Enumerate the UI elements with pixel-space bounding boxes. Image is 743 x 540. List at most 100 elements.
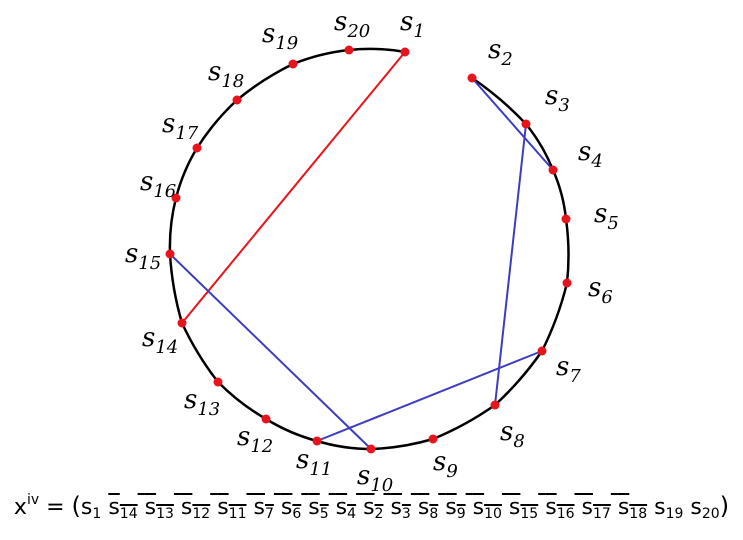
node-dot-s15: [165, 249, 175, 259]
formula-term-base: s: [545, 495, 557, 520]
formula-term-base: s: [308, 495, 320, 520]
node-label-s9: s9: [433, 447, 458, 482]
edge-s2-s4: [471, 77, 554, 171]
permutation-formula: xiv = (s1 s14 s13 s12 s11 s7 s6 s5 s4 s2…: [0, 492, 743, 522]
formula-term-sub: 20: [701, 506, 720, 522]
formula-term-s11: s11: [217, 495, 247, 522]
formula-term-base: s: [80, 495, 93, 520]
formula-term-s13: s13: [144, 495, 174, 522]
node-label-s19: s19: [262, 19, 298, 54]
formula-term-base: s: [253, 495, 265, 520]
node-dot-s2: [467, 73, 477, 83]
formula-term-base: s: [417, 495, 430, 520]
node-label-s3: s3: [545, 81, 570, 116]
node-dot-s11: [312, 436, 322, 446]
node-label-s13: s13: [184, 385, 220, 420]
formula-term-base: s: [581, 495, 593, 520]
formula-term-s6: s6: [280, 495, 302, 522]
formula-term-base: s: [390, 495, 402, 520]
formula-term-sub: 18: [629, 506, 648, 522]
formula-term-s8: s8: [417, 495, 438, 522]
node-dot-s14: [177, 318, 187, 328]
formula-term-s18: s18: [617, 495, 648, 522]
formula-term-s16: s16: [545, 495, 574, 522]
formula-term-sub: 13: [156, 506, 174, 522]
formula-lhs-sup: iv: [26, 492, 40, 508]
formula-term-base: s: [335, 495, 348, 520]
node-dot-s9: [428, 434, 438, 444]
formula-term-s5: s5: [308, 495, 329, 522]
node-label-s7: s7: [556, 352, 581, 387]
node-label-s18: s18: [208, 57, 244, 92]
formula-term-sub: 7: [264, 506, 274, 522]
formula-term-s7: s7: [253, 495, 274, 522]
node-dot-s6: [562, 278, 572, 288]
node-dot-s19: [288, 59, 298, 69]
node-dot-s17: [192, 143, 202, 153]
node-label-s11: s11: [296, 445, 332, 480]
formula-close-paren: ): [719, 492, 730, 520]
node-dot-s16: [171, 193, 181, 203]
node-label-s12: s12: [237, 422, 273, 457]
formula-term-sub: 9: [456, 506, 466, 522]
node-dot-s3: [521, 119, 531, 129]
formula-open-paren: (: [71, 492, 81, 520]
formula-term-s2: s2: [363, 495, 384, 522]
node-dot-s20: [344, 45, 354, 55]
formula-term-base: s: [280, 495, 293, 520]
node-dot-s1: [400, 47, 410, 57]
node-label-s1: s1: [400, 7, 425, 42]
node-label-s17: s17: [162, 109, 199, 144]
node-dot-s18: [232, 95, 242, 105]
formula-term-sub: 4: [347, 506, 357, 522]
node-layer: [165, 45, 572, 454]
formula-term-base: s: [445, 495, 457, 520]
node-label-s16: s16: [140, 167, 176, 202]
node-dot-s4: [548, 165, 558, 175]
node-label-s15: s15: [125, 239, 161, 274]
formula-term-base: s: [472, 495, 485, 520]
node-dot-s10: [366, 444, 376, 454]
formula-term-sub: 6: [292, 506, 302, 522]
formula-term-sub: 2: [374, 506, 384, 522]
formula-term-s17: s17: [581, 495, 611, 522]
formula-term-base: s: [690, 495, 702, 520]
formula-term-sub: 14: [119, 506, 138, 522]
formula-term-base: s: [617, 495, 630, 520]
formula-term-sub: 17: [592, 506, 611, 522]
formula-lhs: x: [13, 495, 27, 520]
formula-term-base: s: [180, 495, 193, 520]
formula-term-sub: 10: [484, 506, 502, 522]
formula-term-s9: s9: [445, 495, 466, 522]
formula-term-sub: 11: [228, 506, 247, 522]
formula-term-s14: s14: [108, 495, 138, 522]
formula-term-base: s: [217, 495, 229, 520]
formula-term-sub: 3: [401, 506, 411, 522]
formula-term-sub: 1: [92, 506, 102, 522]
node-dot-s12: [261, 414, 271, 424]
edge-layer: [169, 51, 554, 450]
node-label-s4: s4: [578, 137, 603, 172]
node-dot-s13: [213, 377, 223, 387]
node-label-s5: s5: [594, 199, 619, 234]
formula-term-s3: s3: [390, 495, 411, 522]
formula-term-s19: s19: [654, 495, 683, 522]
node-label-s20: s20: [334, 7, 370, 42]
formula-term-sub: 5: [319, 506, 329, 522]
formula-term-base: s: [144, 495, 157, 520]
formula-term-s20: s20: [690, 495, 720, 522]
formula-term-base: s: [508, 495, 521, 520]
edge-s3-s8: [494, 123, 527, 406]
formula-equals: =: [39, 495, 72, 520]
node-label-s10: s10: [357, 461, 393, 496]
node-label-s6: s6: [588, 273, 613, 308]
edge-s1-s14: [181, 51, 406, 324]
formula-term-base: s: [654, 495, 666, 520]
formula-term-s12: s12: [180, 495, 210, 522]
edge-s15-s10: [169, 253, 372, 450]
formula-term-sub: 15: [520, 506, 539, 522]
formula-term-s10: s10: [472, 495, 502, 522]
edge-s11-s7: [316, 350, 543, 442]
